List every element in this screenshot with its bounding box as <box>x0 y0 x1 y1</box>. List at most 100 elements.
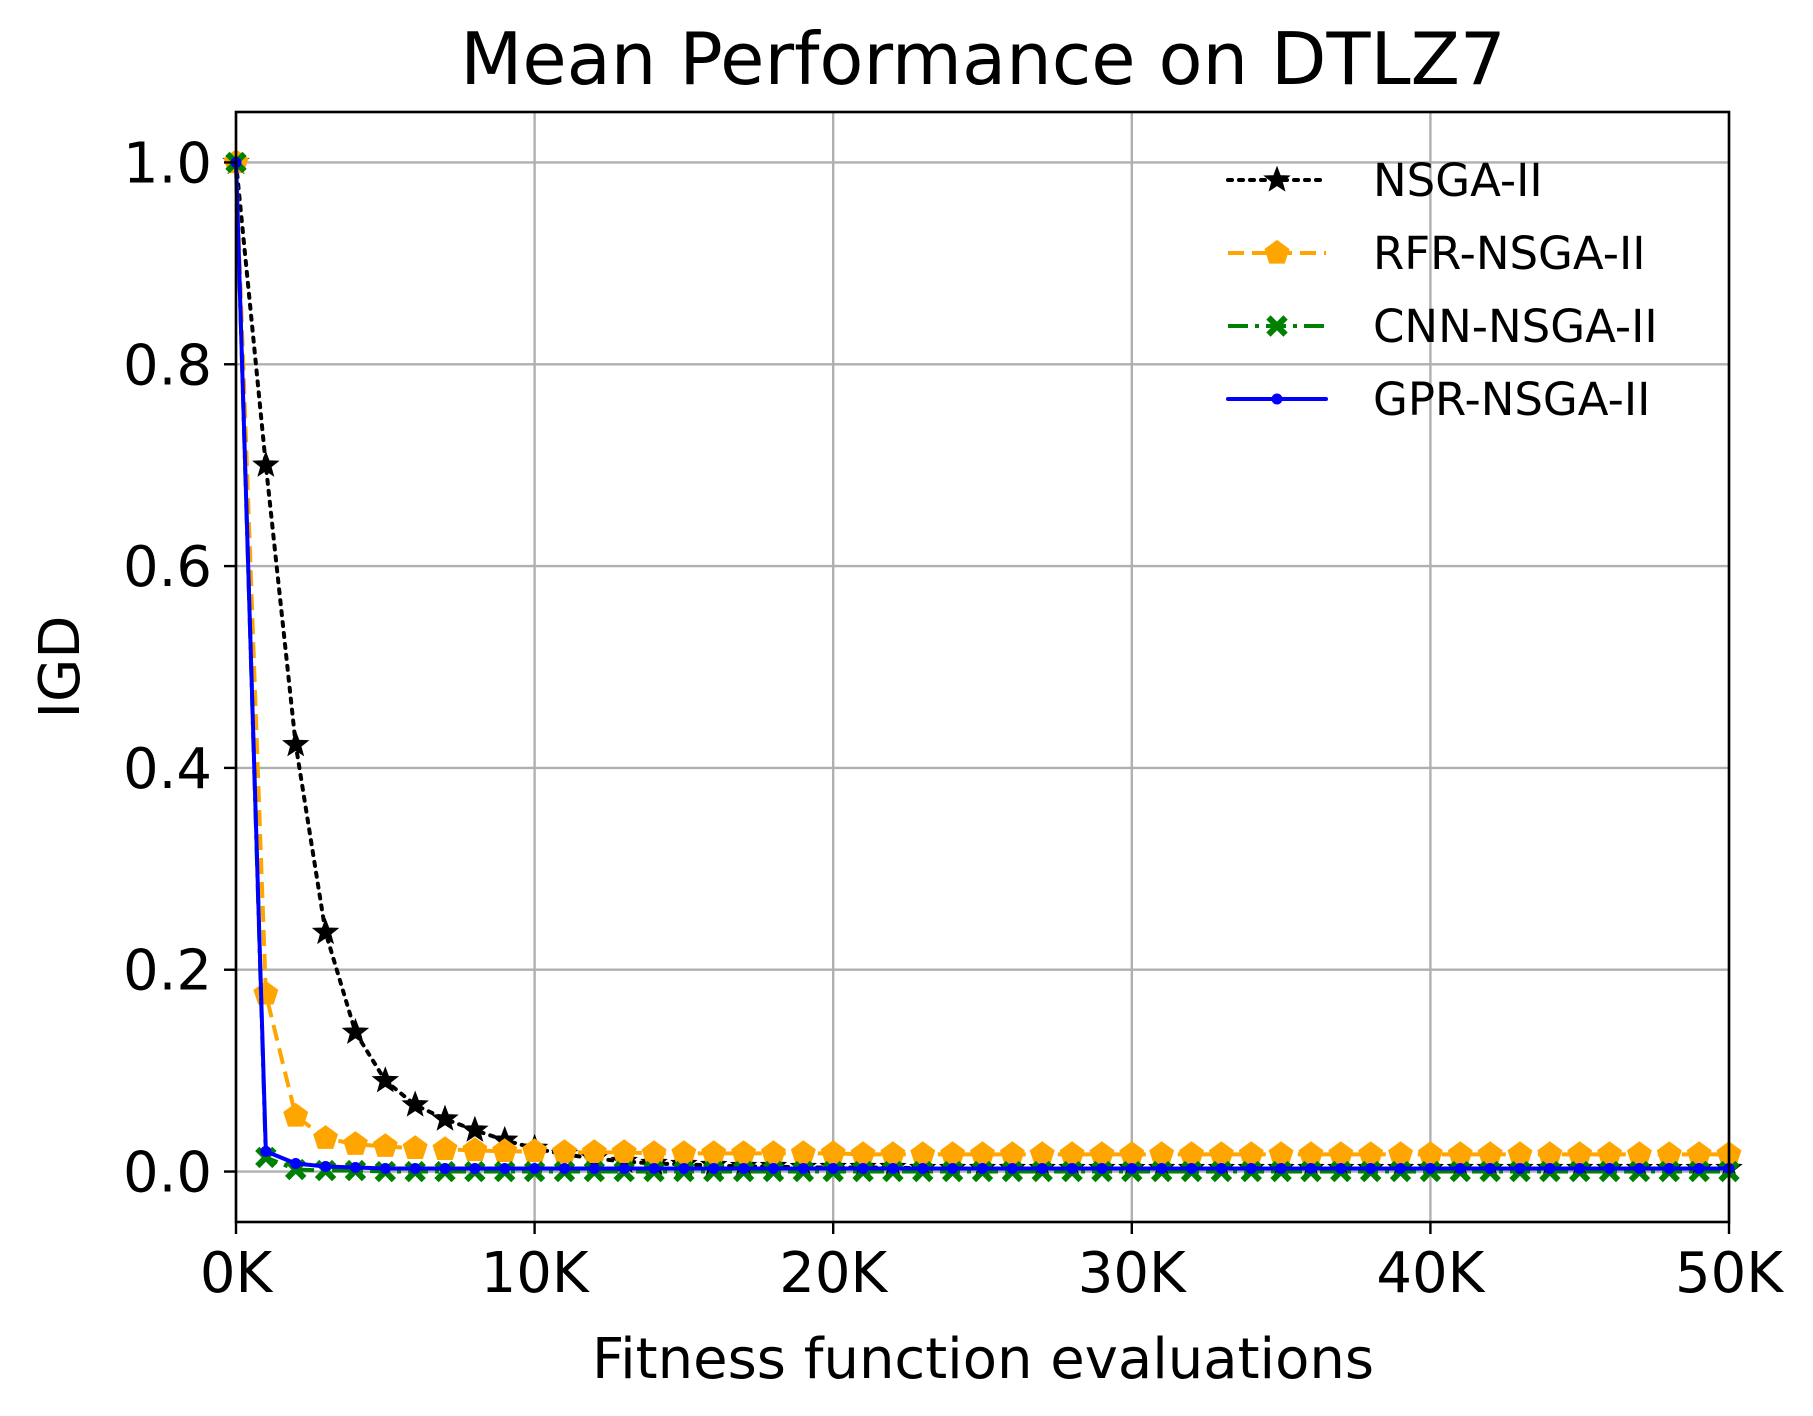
data-point <box>1215 1163 1227 1175</box>
data-point <box>917 1163 929 1175</box>
y-tick-label: 0.6 <box>123 535 212 600</box>
data-point <box>499 1163 511 1175</box>
data-point <box>797 1163 809 1175</box>
data-point <box>371 1066 400 1093</box>
legend-marker <box>1266 315 1288 337</box>
data-point <box>1275 1163 1287 1175</box>
data-point <box>432 1136 458 1160</box>
data-point <box>1305 1163 1317 1175</box>
legend-label: RFR-NSGA-II <box>1373 227 1646 280</box>
data-point <box>529 1163 541 1175</box>
data-point <box>379 1163 391 1175</box>
x-tick-label: 10K <box>481 1241 590 1306</box>
data-point <box>372 1133 398 1157</box>
data-point <box>1604 1163 1616 1175</box>
data-point <box>1335 1163 1347 1175</box>
data-point <box>1156 1163 1168 1175</box>
data-point <box>462 1137 488 1161</box>
data-point <box>1186 1163 1198 1175</box>
data-point <box>1066 1163 1078 1175</box>
legend-label: GPR-NSGA-II <box>1373 373 1650 426</box>
data-point <box>341 1017 370 1044</box>
data-point <box>678 1163 690 1175</box>
data-point <box>439 1163 451 1175</box>
data-point <box>648 1163 660 1175</box>
data-point <box>1395 1163 1407 1175</box>
data-point <box>1544 1163 1556 1175</box>
data-point <box>1514 1163 1526 1175</box>
y-tick-label: 1.0 <box>123 131 212 196</box>
data-point <box>767 1163 779 1175</box>
data-point <box>618 1163 630 1175</box>
y-tick-label: 0.2 <box>123 939 212 1004</box>
data-point <box>252 450 280 477</box>
data-point <box>857 1163 869 1175</box>
data-point <box>887 1163 899 1175</box>
data-point <box>611 1139 637 1163</box>
data-point <box>349 1162 361 1174</box>
data-point <box>1454 1163 1466 1175</box>
x-tick-label: 50K <box>1675 1241 1784 1306</box>
legend-label: NSGA-II <box>1373 154 1543 207</box>
data-point <box>947 1163 959 1175</box>
data-point <box>1006 1163 1018 1175</box>
data-point <box>402 1135 428 1159</box>
data-point <box>1484 1163 1496 1175</box>
legend-marker <box>1263 165 1291 192</box>
data-point <box>708 1163 720 1175</box>
data-point <box>1126 1163 1138 1175</box>
data-point <box>492 1138 518 1162</box>
y-tick-label: 0.4 <box>123 737 212 802</box>
data-point <box>1424 1163 1436 1175</box>
x-tick-label: 20K <box>779 1241 888 1306</box>
data-point <box>1633 1163 1645 1175</box>
legend-marker <box>1264 239 1290 264</box>
data-point <box>522 1138 548 1162</box>
data-point <box>827 1163 839 1175</box>
data-point <box>409 1163 421 1175</box>
data-point <box>1574 1163 1586 1175</box>
chart-title: Mean Performance on DTLZ7 <box>460 17 1505 101</box>
y-tick-label: 0.8 <box>123 333 212 398</box>
data-point <box>551 1139 577 1163</box>
data-point <box>290 1157 302 1169</box>
x-axis-label: Fitness function evaluations <box>592 1327 1374 1392</box>
data-point <box>282 730 310 757</box>
tick-layer: 0K 10K 20K 30K 40K 50K 0.0 0.2 0.4 0.6 0.8 1.0 <box>123 131 1784 1306</box>
legend-entry-nsga-ii: NSGA-II <box>1226 154 1543 207</box>
data-point <box>342 1131 368 1155</box>
data-point <box>461 1115 489 1142</box>
legend-label: CNN-NSGA-II <box>1373 300 1658 353</box>
x-tick-label: 30K <box>1078 1241 1187 1306</box>
series-layer <box>222 148 1743 1183</box>
plot-frame <box>234 110 1731 1224</box>
legend: NSGA-II RFR-NSGA-II CNN-NSGA-II GPR-NSGA-II <box>1226 154 1658 426</box>
data-point <box>313 1125 339 1149</box>
data-point <box>581 1139 607 1163</box>
data-point <box>738 1163 750 1175</box>
legend-entry-rfr-nsga-ii: RFR-NSGA-II <box>1228 227 1646 280</box>
data-point <box>283 1102 309 1127</box>
data-point <box>320 1161 332 1172</box>
legend-entry-cnn-nsga-ii: CNN-NSGA-II <box>1228 300 1658 353</box>
data-point <box>1096 1163 1108 1175</box>
data-point <box>1365 1163 1377 1175</box>
x-tick-label: 40K <box>1376 1241 1485 1306</box>
data-point <box>977 1163 988 1175</box>
data-point <box>260 1145 272 1157</box>
legend-marker <box>1271 393 1283 405</box>
data-point <box>1036 1163 1048 1175</box>
data-point <box>401 1090 429 1117</box>
data-point <box>588 1163 600 1175</box>
series-gpr-nsga-ii <box>230 156 1735 1175</box>
data-point <box>1693 1163 1705 1175</box>
data-point <box>431 1104 459 1131</box>
y-axis-label: IGD <box>28 615 93 718</box>
data-point <box>558 1163 570 1175</box>
legend-entry-gpr-nsga-ii: GPR-NSGA-II <box>1226 373 1650 426</box>
data-point <box>1245 1163 1257 1175</box>
data-point <box>469 1163 481 1175</box>
data-point <box>311 917 340 945</box>
